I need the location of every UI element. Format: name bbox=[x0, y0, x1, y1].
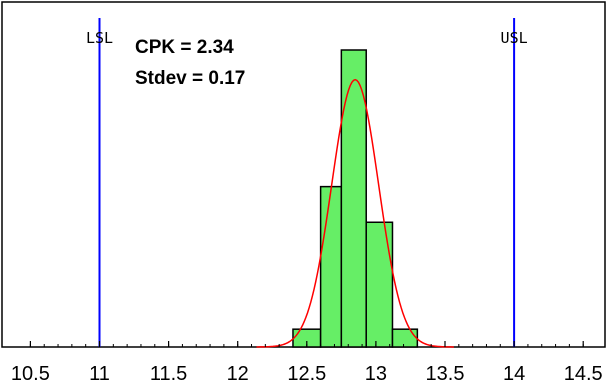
lsl-label: LSL bbox=[86, 29, 113, 47]
histogram-bar-4 bbox=[391, 328, 419, 348]
x-tick-label-0: 10.5 bbox=[11, 363, 50, 385]
x-tick-label-4: 12.5 bbox=[287, 363, 326, 385]
x-tick-label-3: 12 bbox=[227, 363, 249, 385]
plot-frame bbox=[1, 1, 606, 348]
x-axis: 10.5 11 11.5 12 12.5 13 13.5 14 14.5 bbox=[11, 341, 603, 385]
x-tick-label-6: 13.5 bbox=[426, 363, 465, 385]
spec-limit-lines: LSL USL bbox=[86, 18, 528, 347]
x-tick-label-8: 14.5 bbox=[564, 363, 603, 385]
normal-fit-curve bbox=[256, 78, 454, 348]
histogram-bar-2 bbox=[340, 49, 367, 348]
x-tick-label-5: 13 bbox=[365, 363, 387, 385]
histogram-bar-3 bbox=[365, 221, 394, 348]
histogram-bar-1 bbox=[319, 185, 343, 348]
stdev-annotation: Stdev = 0.17 bbox=[135, 68, 245, 89]
histogram-bars bbox=[292, 49, 419, 348]
x-tick-label-1: 11 bbox=[89, 363, 110, 385]
cpk-annotation: CPK = 2.34 bbox=[135, 37, 234, 58]
x-tick-label-2: 11.5 bbox=[150, 363, 187, 385]
usl-label: USL bbox=[501, 29, 528, 47]
x-tick-label-7: 14 bbox=[503, 363, 525, 385]
